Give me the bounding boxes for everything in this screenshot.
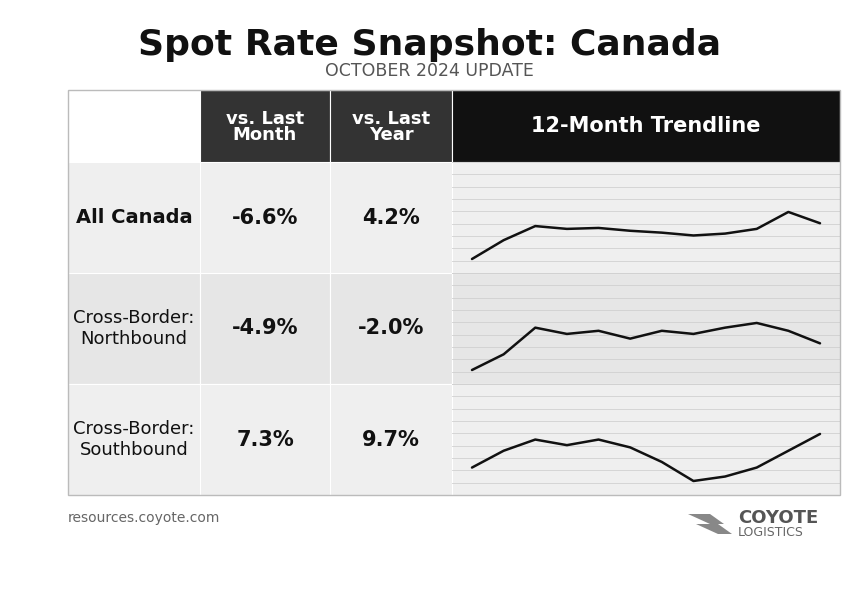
Bar	[68, 162, 200, 273]
Text: 12-Month Trendline: 12-Month Trendline	[531, 116, 761, 136]
Text: Cross-Border:
Southbound: Cross-Border: Southbound	[73, 420, 195, 459]
Text: Cross-Border:
Northbound: Cross-Border: Northbound	[73, 309, 195, 348]
Polygon shape	[696, 524, 732, 534]
Bar	[330, 90, 452, 162]
Text: 9.7%: 9.7%	[362, 430, 420, 450]
Text: -2.0%: -2.0%	[358, 319, 424, 339]
Text: vs. Last: vs. Last	[226, 110, 304, 128]
Bar	[68, 384, 200, 495]
Text: -4.9%: -4.9%	[232, 319, 298, 339]
Polygon shape	[688, 514, 724, 524]
Bar	[68, 273, 200, 384]
Text: Year: Year	[369, 126, 413, 144]
Bar	[452, 384, 840, 495]
Bar	[452, 273, 840, 384]
Text: resources.coyote.com: resources.coyote.com	[68, 511, 221, 525]
Text: -6.6%: -6.6%	[232, 208, 298, 228]
Bar	[330, 273, 452, 384]
Bar	[330, 162, 452, 273]
Bar	[200, 162, 330, 273]
Text: All Canada: All Canada	[76, 208, 192, 227]
Bar	[200, 384, 330, 495]
Bar	[200, 273, 330, 384]
Bar	[200, 90, 330, 162]
Text: Month: Month	[233, 126, 297, 144]
Text: 4.2%: 4.2%	[362, 208, 420, 228]
Text: Spot Rate Snapshot: Canada: Spot Rate Snapshot: Canada	[138, 28, 721, 62]
Bar	[68, 90, 840, 495]
Text: LOGISTICS: LOGISTICS	[738, 526, 804, 539]
Bar	[330, 384, 452, 495]
Text: OCTOBER 2024 UPDATE: OCTOBER 2024 UPDATE	[325, 62, 534, 80]
Text: COYOTE: COYOTE	[738, 509, 819, 527]
Text: 7.3%: 7.3%	[236, 430, 294, 450]
Bar	[452, 162, 840, 273]
Text: vs. Last: vs. Last	[352, 110, 430, 128]
Bar	[452, 90, 840, 162]
